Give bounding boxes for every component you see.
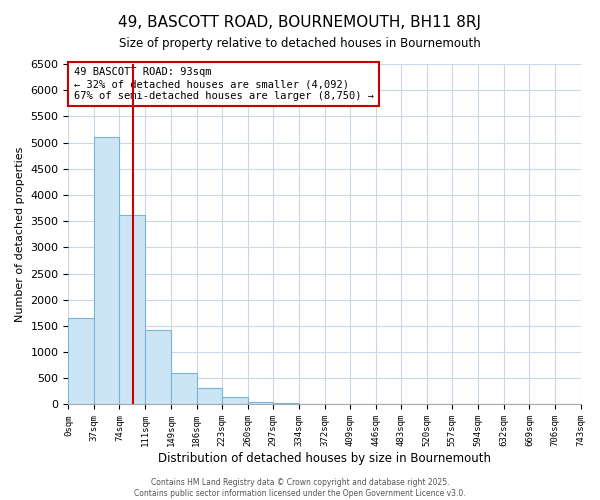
Text: 49, BASCOTT ROAD, BOURNEMOUTH, BH11 8RJ: 49, BASCOTT ROAD, BOURNEMOUTH, BH11 8RJ: [119, 15, 482, 30]
Bar: [68, 318, 94, 404]
Bar: [273, 403, 299, 404]
Bar: [222, 396, 248, 404]
Text: Size of property relative to detached houses in Bournemouth: Size of property relative to detached ho…: [119, 38, 481, 51]
X-axis label: Distribution of detached houses by size in Bournemouth: Distribution of detached houses by size …: [158, 452, 491, 465]
Bar: [248, 402, 273, 404]
Bar: [119, 215, 145, 404]
Bar: [171, 372, 197, 404]
Text: 49 BASCOTT ROAD: 93sqm
← 32% of detached houses are smaller (4,092)
67% of semi-: 49 BASCOTT ROAD: 93sqm ← 32% of detached…: [74, 68, 374, 100]
Bar: [197, 388, 222, 404]
Bar: [145, 330, 171, 404]
Text: Contains HM Land Registry data © Crown copyright and database right 2025.
Contai: Contains HM Land Registry data © Crown c…: [134, 478, 466, 498]
Y-axis label: Number of detached properties: Number of detached properties: [15, 146, 25, 322]
Bar: [94, 138, 119, 404]
